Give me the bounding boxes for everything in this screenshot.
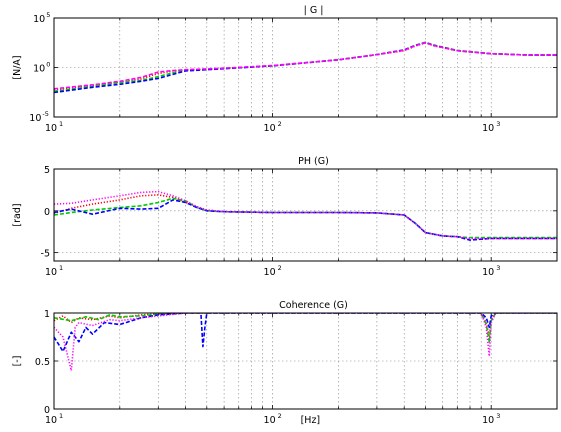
subplot-title: PH (G) xyxy=(298,156,329,167)
series-line-4 xyxy=(54,190,557,240)
y-tick-label: 5 xyxy=(44,165,50,176)
subplot-title: Coherence (G) xyxy=(279,300,348,311)
subplot-3: Coherence (G)[-]10 1 10 2 10 310.50[Hz] xyxy=(12,300,558,426)
y-tick-label: -5 xyxy=(41,249,50,260)
x-tick-label: 10 xyxy=(45,267,57,278)
series-line-4 xyxy=(54,41,557,90)
y-axis-label: [N/A] xyxy=(12,55,23,79)
y-tick-exponent: 0 xyxy=(46,61,50,69)
x-tick-exponent: 1 xyxy=(59,412,63,420)
y-tick-label: 1 xyxy=(44,309,50,320)
y-axis-label: [-] xyxy=(12,356,23,367)
y-tick-label: 0.5 xyxy=(35,357,50,368)
x-tick-label: 10 xyxy=(264,267,276,278)
axes-border xyxy=(53,312,558,410)
axes-frame xyxy=(53,17,558,118)
x-tick-label: 10 xyxy=(482,415,494,426)
y-tick-label: 10 xyxy=(33,64,45,75)
y-tick-exponent: -5 xyxy=(42,110,48,118)
subplot-2: PH (G)[rad]10 1 10 2 10 350-5 xyxy=(12,156,558,278)
x-tick-label: 10 xyxy=(482,123,494,134)
x-axis-label: [Hz] xyxy=(301,415,321,426)
y-tick-label: 10 xyxy=(29,113,41,124)
x-tick-exponent: 2 xyxy=(278,120,282,128)
series-group xyxy=(54,190,557,241)
x-tick-label: 10 xyxy=(45,123,57,134)
x-tick-exponent: 2 xyxy=(278,412,282,420)
axes-frame xyxy=(53,168,558,262)
x-tick-exponent: 2 xyxy=(278,264,282,272)
series-line-3 xyxy=(54,313,557,353)
x-tick-label: 10 xyxy=(482,267,494,278)
axes-border xyxy=(53,168,558,262)
y-tick-label: 10 xyxy=(33,14,45,25)
y-tick-label: 0 xyxy=(44,207,50,218)
x-tick-exponent: 1 xyxy=(59,120,63,128)
x-tick-label: 10 xyxy=(45,415,57,426)
x-tick-label: 10 xyxy=(264,123,276,134)
x-tick-exponent: 3 xyxy=(496,412,500,420)
axes-frame xyxy=(53,312,558,410)
x-tick-label: 10 xyxy=(264,415,276,426)
axes-border xyxy=(53,17,558,118)
y-axis-label: [rad] xyxy=(12,203,23,226)
x-tick-exponent: 3 xyxy=(496,264,500,272)
x-tick-exponent: 1 xyxy=(59,264,63,272)
series-group xyxy=(54,41,557,94)
subplot-1: | G |[N/A]10 1 10 2 10 310 -510 010 5 xyxy=(12,5,558,134)
y-tick-label: 0 xyxy=(44,405,50,416)
x-tick-exponent: 3 xyxy=(496,120,500,128)
y-tick-exponent: 5 xyxy=(46,11,50,19)
subplot-title: | G | xyxy=(304,5,324,16)
